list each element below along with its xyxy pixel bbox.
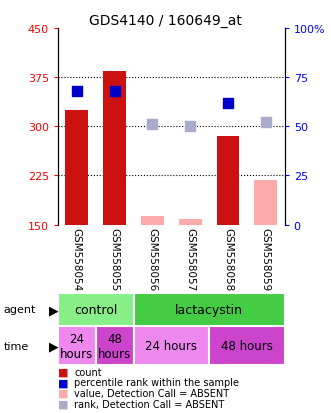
Point bbox=[225, 100, 231, 107]
Bar bbox=[133, 326, 209, 366]
Text: count: count bbox=[74, 367, 102, 377]
Bar bbox=[179, 220, 202, 225]
Bar bbox=[216, 137, 239, 225]
Point bbox=[263, 120, 268, 126]
Text: rank, Detection Call = ABSENT: rank, Detection Call = ABSENT bbox=[74, 399, 225, 409]
Text: GSM558059: GSM558059 bbox=[261, 228, 271, 291]
Bar bbox=[209, 326, 285, 366]
Text: GSM558058: GSM558058 bbox=[223, 228, 233, 291]
Bar bbox=[66, 111, 88, 225]
Bar bbox=[96, 326, 133, 366]
Text: 24 hours: 24 hours bbox=[145, 339, 197, 352]
Bar bbox=[58, 293, 133, 326]
Bar bbox=[58, 326, 96, 366]
Text: GSM558054: GSM558054 bbox=[72, 228, 82, 291]
Text: agent: agent bbox=[3, 305, 36, 315]
Point bbox=[150, 122, 155, 128]
Text: time: time bbox=[3, 341, 28, 351]
Bar bbox=[255, 180, 277, 225]
Bar bbox=[133, 293, 285, 326]
Point bbox=[188, 123, 193, 130]
Text: GSM558055: GSM558055 bbox=[110, 228, 119, 291]
Text: 24
hours: 24 hours bbox=[60, 332, 93, 360]
Text: lactacystin: lactacystin bbox=[175, 303, 243, 316]
Text: control: control bbox=[74, 303, 118, 316]
Text: ■: ■ bbox=[58, 367, 69, 377]
Text: ■: ■ bbox=[58, 388, 69, 398]
Text: 48
hours: 48 hours bbox=[98, 332, 131, 360]
Text: GSM558056: GSM558056 bbox=[147, 228, 158, 291]
Bar bbox=[141, 216, 164, 225]
Text: ▶: ▶ bbox=[49, 339, 59, 352]
Point bbox=[74, 88, 79, 95]
Bar bbox=[103, 71, 126, 225]
Text: ■: ■ bbox=[58, 377, 69, 387]
Text: GDS4140 / 160649_at: GDS4140 / 160649_at bbox=[89, 14, 242, 28]
Text: ▶: ▶ bbox=[49, 303, 59, 316]
Text: value, Detection Call = ABSENT: value, Detection Call = ABSENT bbox=[74, 388, 230, 398]
Text: ■: ■ bbox=[58, 399, 69, 409]
Text: 48 hours: 48 hours bbox=[221, 339, 273, 352]
Text: GSM558057: GSM558057 bbox=[185, 228, 195, 291]
Point bbox=[112, 88, 117, 95]
Text: percentile rank within the sample: percentile rank within the sample bbox=[74, 377, 239, 387]
